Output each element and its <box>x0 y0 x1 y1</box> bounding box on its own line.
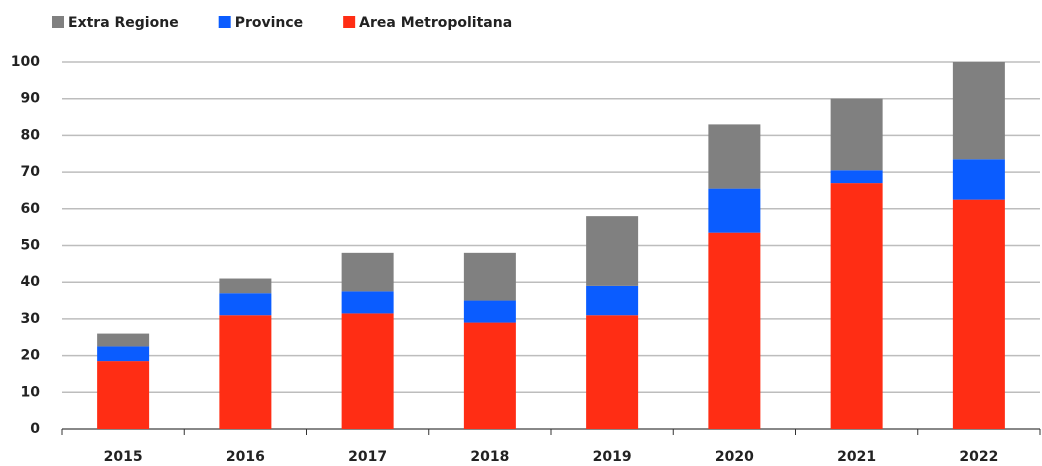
y-tick-label: 40 <box>21 274 41 290</box>
x-tick-label: 2016 <box>226 449 265 465</box>
y-tick-label: 0 <box>30 421 40 437</box>
bar-segment <box>830 98 883 171</box>
bar-segment <box>708 232 761 429</box>
bar-segment <box>341 252 394 292</box>
bar-segment <box>708 124 761 189</box>
bar-segment <box>830 170 883 184</box>
bar-segment <box>341 313 394 429</box>
legend-label: Province <box>235 15 303 31</box>
x-tick-label: 2021 <box>837 449 876 465</box>
x-tick-label: 2015 <box>104 449 143 465</box>
bar-segment <box>219 293 272 316</box>
y-tick-label: 50 <box>21 238 41 254</box>
legend-swatch <box>52 16 64 28</box>
bar-segment <box>463 322 516 429</box>
x-tick-label: 2017 <box>348 449 387 465</box>
bar-segment <box>952 62 1005 160</box>
bar-segment <box>586 315 639 429</box>
bar-segment <box>463 300 516 323</box>
x-tick-label: 2019 <box>593 449 632 465</box>
legend-label: Area Metropolitana <box>359 15 512 31</box>
bar-segment <box>830 183 883 429</box>
bar-segment <box>708 188 761 233</box>
bar-segment <box>586 216 639 286</box>
bar-segment <box>219 278 272 294</box>
legend-swatch <box>218 16 231 28</box>
bar-segment <box>97 346 150 362</box>
bar-segment <box>463 252 516 301</box>
bar-segment <box>97 333 150 347</box>
bar-segment <box>219 315 272 429</box>
x-tick-label: 2022 <box>959 449 998 465</box>
bar-segment <box>586 285 639 316</box>
y-tick-label: 20 <box>21 348 41 364</box>
y-tick-label: 10 <box>21 384 41 400</box>
legend-swatch <box>343 16 356 28</box>
y-tick-label: 100 <box>11 54 40 70</box>
y-tick-label: 30 <box>21 311 41 327</box>
x-tick-label: 2018 <box>470 449 509 465</box>
y-tick-label: 80 <box>21 127 41 143</box>
y-tick-label: 90 <box>21 91 41 107</box>
y-tick-label: 60 <box>21 201 41 217</box>
bar-segment <box>952 199 1005 429</box>
y-tick-label: 70 <box>21 164 41 180</box>
x-tick-label: 2020 <box>715 449 754 465</box>
bar-segment <box>341 291 394 314</box>
legend-label: Extra Regione <box>68 15 179 31</box>
bar-segment <box>952 159 1005 200</box>
bar-segment <box>97 361 150 429</box>
